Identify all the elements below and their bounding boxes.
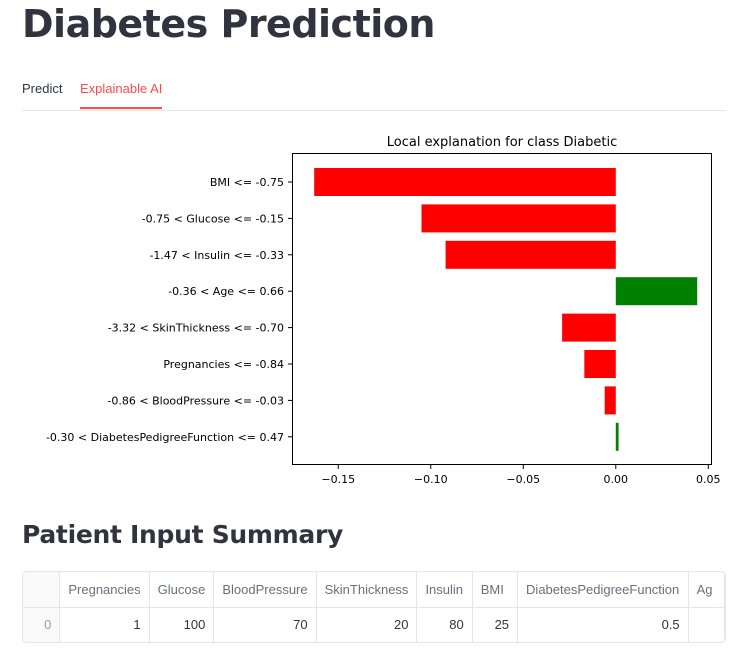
table-cell[interactable] [688,607,725,642]
chart-bar [615,277,698,306]
column-header[interactable]: SkinThickness [316,572,418,608]
column-header[interactable]: DiabetesPedigreeFunction [517,572,689,608]
chart-bar [562,313,616,342]
chart-bar [421,204,616,233]
x-tick-label: −0.10 [414,473,448,486]
summary-title: Patient Input Summary [22,520,343,549]
column-header-index[interactable] [23,572,61,608]
tab-predict[interactable]: Predict [22,81,63,96]
chart-bars [314,168,698,451]
chart-bar [314,168,616,196]
summary-table: Pregnancies Glucose BloodPressure SkinTh… [23,572,725,642]
table-cell[interactable]: 70 [213,607,317,642]
column-header[interactable]: BloodPressure [213,572,317,608]
x-tick-label: 0.00 [604,473,629,486]
table-cell[interactable]: 80 [416,607,473,642]
y-tick-label: -0.86 < BloodPressure <= -0.03 [107,394,284,407]
table-cell[interactable]: 100 [149,607,215,642]
table-cell[interactable]: 1 [59,607,150,642]
chart-bar [445,240,616,269]
row-index-cell[interactable]: 0 [23,607,61,642]
column-header[interactable]: Glucose [149,572,215,608]
chart-bar [615,422,619,451]
chart-x-ticks: −0.15 −0.10 −0.05 0.00 0.05 [321,465,721,486]
chart-y-labels: BMI <= -0.75 -0.75 < Glucose <= -0.15 -1.4… [46,176,292,444]
y-tick-label: BMI <= -0.75 [210,176,284,189]
chart-bar [604,386,616,415]
y-tick-label: Pregnancies <= -0.84 [163,358,284,371]
chart-title: Local explanation for class Diabetic [387,135,617,150]
chart-bar [584,350,616,378]
column-header[interactable]: Insulin [416,572,473,608]
table-row: 0 1 100 70 20 80 25 0.5 [23,607,725,642]
plot-frame [292,153,712,465]
chart-svg: Local explanation for class Diabetic BMI… [46,135,721,486]
x-tick-label: 0.05 [696,473,721,486]
tab-explainable-ai[interactable]: Explainable AI [80,81,163,109]
column-header[interactable]: Ag [688,572,725,608]
table-header-row: Pregnancies Glucose BloodPressure SkinTh… [23,572,725,608]
lime-explanation-chart: Local explanation for class Diabetic BMI… [22,128,726,488]
table-cell[interactable]: 0.5 [517,607,689,642]
table-cell[interactable]: 20 [316,607,418,642]
y-tick-label: -0.36 < Age <= 0.66 [168,285,284,298]
y-tick-label: -0.30 < DiabetesPedigreeFunction <= 0.47 [46,431,284,444]
x-tick-label: −0.15 [321,473,355,486]
x-tick-label: −0.05 [506,473,540,486]
y-tick-label: -0.75 < Glucose <= -0.15 [142,212,284,225]
table-cell[interactable]: 25 [472,607,519,642]
tab-bar: Predict Explainable AI [22,76,726,111]
y-tick-label: -1.47 < Insulin <= -0.33 [149,249,284,262]
column-header[interactable]: Pregnancies [59,572,150,608]
y-tick-label: -3.32 < SkinThickness <= -0.70 [108,322,284,335]
page-title: Diabetes Prediction [22,2,435,46]
patient-summary-table[interactable]: Pregnancies Glucose BloodPressure SkinTh… [22,571,726,643]
column-header[interactable]: BMI [472,572,519,608]
